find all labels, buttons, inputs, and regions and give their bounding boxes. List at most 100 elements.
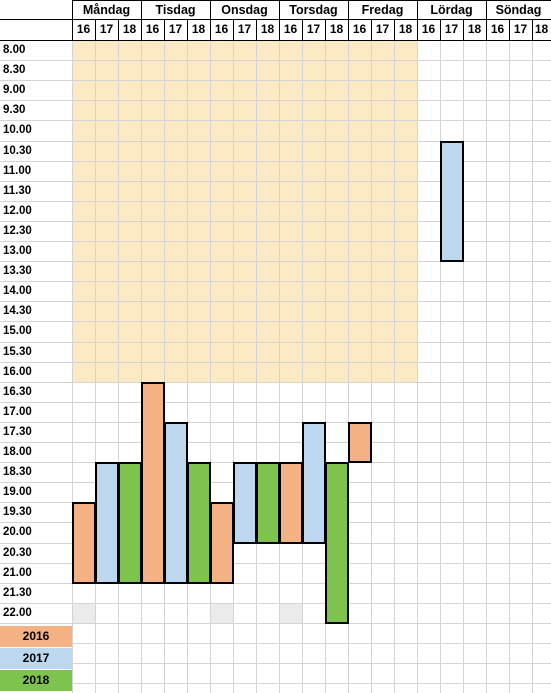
grid-row-line bbox=[0, 563, 551, 564]
day-header: Onsdag bbox=[221, 3, 268, 17]
gray-cell bbox=[210, 603, 233, 623]
time-label: 21.30 bbox=[3, 587, 32, 599]
grid-row-line bbox=[0, 442, 551, 443]
grid-row-line bbox=[0, 241, 551, 242]
legend-item: 2016 bbox=[0, 626, 72, 647]
header-bottom-line bbox=[0, 40, 551, 41]
time-label: 22.00 bbox=[3, 607, 32, 619]
time-label: 19.30 bbox=[3, 506, 32, 518]
year-header: 18 bbox=[329, 22, 344, 36]
grid-col-line bbox=[95, 19, 96, 693]
grid-row-line bbox=[0, 221, 551, 222]
availability-bar bbox=[325, 462, 349, 624]
year-header: 18 bbox=[122, 22, 137, 36]
grid-col-line bbox=[141, 19, 142, 693]
grid-col-line bbox=[279, 19, 280, 693]
availability-bar bbox=[187, 462, 211, 584]
grid-col-line bbox=[348, 19, 349, 693]
grid-row-line bbox=[0, 382, 551, 383]
year-separator-line bbox=[463, 19, 464, 40]
year-separator-line bbox=[72, 19, 73, 40]
year-separator-line bbox=[486, 19, 487, 40]
grid-col-line bbox=[118, 19, 119, 693]
time-label: 16.00 bbox=[3, 366, 32, 378]
grid-row-line bbox=[0, 60, 551, 61]
year-header: 17 bbox=[513, 22, 528, 36]
grid-row-line bbox=[0, 321, 551, 322]
grid-row-line bbox=[0, 342, 551, 343]
grid-row-line bbox=[0, 100, 551, 101]
grid-col-line bbox=[72, 19, 73, 693]
time-label: 14.00 bbox=[3, 285, 32, 297]
time-label: 11.00 bbox=[3, 165, 32, 177]
time-label: 17.30 bbox=[3, 426, 32, 438]
day-header: Lördag bbox=[430, 3, 473, 17]
time-label: 13.00 bbox=[3, 245, 32, 257]
legend-item: 2018 bbox=[0, 670, 72, 691]
year-header: 18 bbox=[191, 22, 206, 36]
grid-col-line bbox=[486, 19, 487, 693]
grid-col-line bbox=[210, 19, 211, 693]
time-label: 20.00 bbox=[3, 526, 32, 538]
grid-row-line bbox=[0, 141, 551, 142]
year-header: 17 bbox=[444, 22, 459, 36]
header-top-line bbox=[72, 0, 551, 1]
legend-item: 2017 bbox=[0, 648, 72, 669]
grid-row-line bbox=[0, 161, 551, 162]
time-label: 10.00 bbox=[3, 124, 32, 136]
grid-col-line bbox=[371, 19, 372, 693]
availability-bar bbox=[210, 502, 234, 584]
time-label: 21.00 bbox=[3, 567, 32, 579]
grid-col-line bbox=[532, 19, 533, 693]
time-label: 18.00 bbox=[3, 446, 32, 458]
year-header: 16 bbox=[145, 22, 160, 36]
time-label: 9.00 bbox=[3, 84, 26, 96]
year-separator-line bbox=[509, 19, 510, 40]
grid-row-line bbox=[0, 683, 551, 684]
grid-row-line bbox=[0, 201, 551, 202]
year-header: 16 bbox=[352, 22, 367, 36]
gray-cell bbox=[279, 603, 302, 623]
grid-row-line bbox=[0, 623, 551, 624]
year-separator-line bbox=[532, 19, 533, 40]
year-separator-line bbox=[118, 19, 119, 40]
year-header: 18 bbox=[398, 22, 413, 36]
availability-bar bbox=[233, 462, 257, 544]
grid-col-line bbox=[302, 19, 303, 693]
time-label: 8.30 bbox=[3, 64, 26, 76]
grid-row-line bbox=[0, 663, 551, 664]
year-separator-line bbox=[440, 19, 441, 40]
availability-bar bbox=[440, 141, 464, 262]
year-header: 18 bbox=[467, 22, 482, 36]
time-label: 10.30 bbox=[3, 145, 32, 157]
time-label: 14.30 bbox=[3, 305, 32, 317]
grid-col-line bbox=[417, 19, 418, 693]
availability-bar bbox=[72, 502, 96, 584]
year-separator-line bbox=[233, 19, 234, 40]
grid-row-line bbox=[0, 281, 551, 282]
grid-col-line bbox=[325, 19, 326, 693]
grid-row-line bbox=[0, 643, 551, 644]
year-header: 17 bbox=[306, 22, 321, 36]
grid-col-line bbox=[187, 19, 188, 693]
availability-bar bbox=[141, 382, 165, 584]
year-separator-line bbox=[141, 19, 142, 40]
grid-row-line bbox=[0, 362, 551, 363]
gray-cell bbox=[72, 603, 95, 623]
grid-col-line bbox=[164, 19, 165, 693]
year-separator-line bbox=[210, 19, 211, 40]
year-header: 16 bbox=[214, 22, 229, 36]
year-separator-line bbox=[95, 19, 96, 40]
grid-col-line bbox=[440, 19, 441, 693]
time-label: 18.30 bbox=[3, 466, 32, 478]
grid-row-line bbox=[0, 181, 551, 182]
grid-row-line bbox=[0, 583, 551, 584]
year-separator-line bbox=[394, 19, 395, 40]
year-separator-line bbox=[302, 19, 303, 40]
time-label: 20.30 bbox=[3, 547, 32, 559]
availability-bar bbox=[95, 462, 119, 584]
availability-bar bbox=[164, 422, 188, 584]
time-label: 15.00 bbox=[3, 325, 32, 337]
time-label: 15.30 bbox=[3, 346, 32, 358]
year-header: 17 bbox=[168, 22, 183, 36]
